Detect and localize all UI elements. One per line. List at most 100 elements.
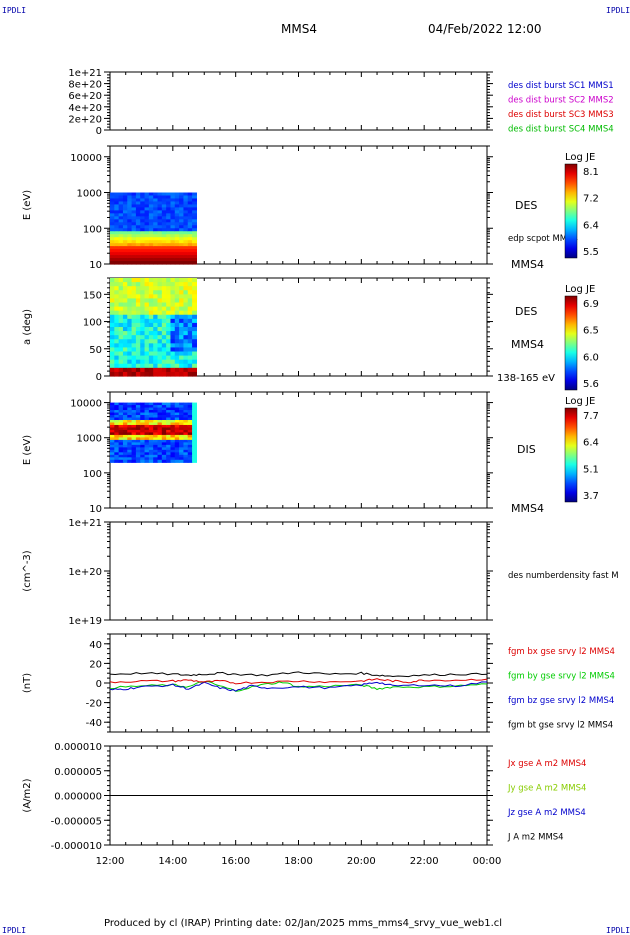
p4-heat-cell — [110, 452, 115, 456]
p3-heat-cell — [161, 318, 167, 324]
p4-heat-cell — [174, 459, 180, 463]
p4-heat-cell — [148, 424, 154, 429]
p2-heat-cell — [179, 201, 185, 206]
p3-heat-cell — [170, 314, 176, 320]
p4-heat-cell — [131, 452, 137, 456]
p3-heat-cell — [179, 278, 185, 283]
p3-heat-cell — [110, 278, 115, 283]
p3-heat-cell — [157, 351, 163, 357]
p2-heat-cell — [183, 252, 189, 256]
p3-heat-cell — [144, 322, 150, 328]
p3-heat-cell — [118, 282, 124, 287]
p2-heat-cell — [131, 213, 137, 217]
p3-heat-cell — [157, 286, 163, 291]
p4-heat-cell — [183, 424, 189, 429]
p4-heat-cell — [170, 459, 176, 463]
p2-heat-cell — [153, 234, 159, 238]
p3-heat-cell — [161, 327, 167, 332]
p3-heat-cell — [114, 298, 120, 304]
p5-ytick-label: 1e+20 — [68, 567, 102, 578]
p4-heat-cell — [144, 457, 150, 461]
p2-heat-cell — [144, 210, 150, 214]
p2-heat-cell — [118, 240, 124, 244]
p3-heat-cell — [122, 343, 128, 349]
p4-heat-cell — [192, 424, 197, 429]
p2-heat-cell — [161, 225, 167, 229]
p4-heat-cell — [140, 437, 146, 441]
p2-heat-cell — [174, 222, 180, 226]
p7-ytick-label: -0.000005 — [51, 816, 102, 827]
p3-heat-cell — [118, 290, 124, 295]
p3-heat-cell — [148, 371, 154, 377]
p4-heat-cell — [157, 447, 163, 451]
p3-heat-cell — [140, 371, 146, 377]
p2-heat-cell — [148, 252, 154, 256]
p6-ytick-label: -20 — [86, 699, 102, 710]
p4-heat-cell — [161, 417, 167, 421]
p4-heat-cell — [127, 432, 133, 436]
p3-heat-cell — [187, 371, 193, 377]
p2-heat-cell — [170, 222, 176, 226]
p3-heat-cell — [192, 314, 197, 320]
p3-heat-cell — [131, 331, 137, 336]
p3-heat-cell — [157, 327, 163, 332]
p3-heat-cell — [148, 318, 154, 324]
p4-ytick-label: 1000 — [77, 434, 102, 445]
p2-heat-cell — [153, 195, 159, 200]
p3-heat-cell — [153, 371, 159, 377]
p3-heat-cell — [174, 298, 180, 304]
p3-heat-cell — [135, 298, 141, 304]
p4-heat-cell — [170, 447, 176, 451]
p7-legend-entry: J A m2 MMS4 — [507, 833, 564, 843]
p2-heat-cell — [110, 210, 115, 214]
p4-heat-cell — [179, 447, 185, 451]
p2-heat-cell — [179, 234, 185, 238]
p4-heat-cell — [144, 449, 150, 453]
p3-heat-cell — [183, 363, 189, 369]
p3-heat-cell — [110, 298, 115, 304]
p2-heat-cell — [114, 255, 120, 259]
p3-heat-cell — [118, 367, 124, 373]
p3-heat-cell — [114, 355, 120, 361]
p2-heat-cell — [144, 207, 150, 211]
p3-heat-cell — [135, 327, 141, 332]
p4-heat-cell — [110, 444, 115, 448]
p2-heat-cell — [148, 231, 154, 235]
p4-heat-cell — [170, 410, 176, 414]
p4-heat-cell — [170, 434, 176, 439]
p4-heat-cell — [153, 449, 159, 453]
p4-heat-cell — [131, 459, 137, 463]
p4-heat-cell — [179, 457, 185, 461]
p2-heat-cell — [187, 252, 193, 256]
p3-heat-cell — [183, 306, 189, 312]
p2-heat-cell — [187, 216, 193, 220]
p2-heat-cell — [179, 249, 185, 253]
p3-heat-cell — [140, 355, 146, 361]
p2-heat-cell — [187, 201, 193, 206]
p2-heat-cell — [131, 216, 137, 220]
p4-heat-cell — [183, 412, 189, 416]
p2-heat-cell — [179, 258, 185, 262]
p2-heat-cell — [157, 201, 163, 206]
p3-heat-cell — [183, 290, 189, 295]
p4-heat-cell — [179, 444, 185, 448]
p2-heat-cell — [157, 192, 163, 197]
p4-heat-cell — [140, 410, 146, 414]
p2-heat-cell — [183, 225, 189, 229]
p3-heat-cell — [140, 282, 146, 287]
p2-heat-cell — [118, 204, 124, 209]
p4-heat-cell — [179, 434, 185, 439]
p4-colorbar-tick: 7.7 — [583, 411, 599, 422]
p2-heat-cell — [127, 198, 133, 203]
p3-heat-cell — [131, 339, 137, 344]
p2-heat-cell — [131, 201, 137, 206]
p4-heat-cell — [161, 432, 167, 436]
p2-heat-cell — [183, 207, 189, 211]
p4-heat-cell — [174, 410, 180, 414]
p2-heat-cell — [174, 255, 180, 259]
p3-heat-cell — [131, 278, 137, 283]
p4-heat-cell — [148, 412, 154, 416]
p3-heat-cell — [161, 355, 167, 361]
p4-heat-cell — [187, 434, 193, 439]
p2-heat-cell — [174, 258, 180, 262]
